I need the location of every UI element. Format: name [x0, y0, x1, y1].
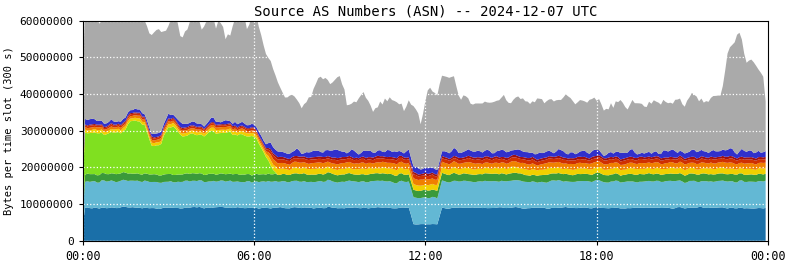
Title: Source AS Numbers (ASN) -- 2024-12-07 UTC: Source AS Numbers (ASN) -- 2024-12-07 UT…: [254, 4, 597, 18]
Y-axis label: Bytes per time slot (300 s): Bytes per time slot (300 s): [4, 46, 14, 215]
